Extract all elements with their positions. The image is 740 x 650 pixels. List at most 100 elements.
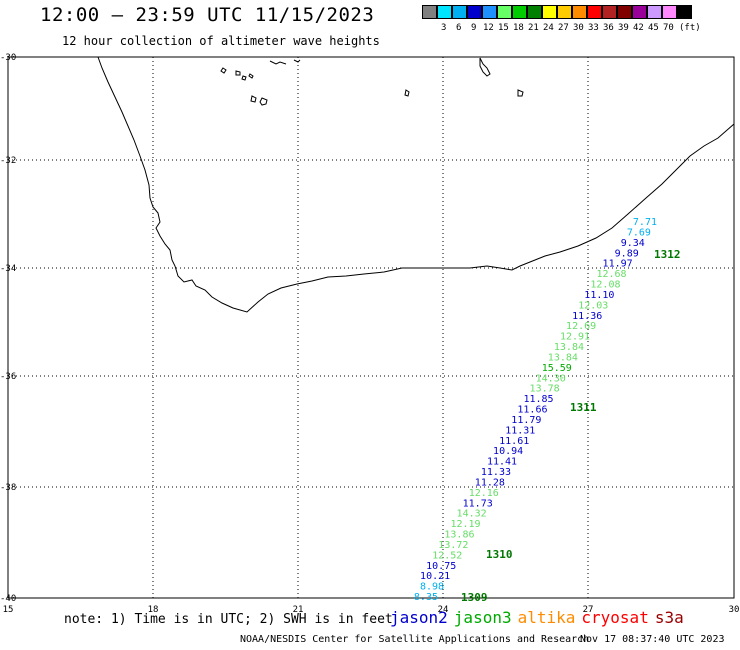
wave-height-reading: 11.41 [487, 457, 517, 468]
longitude-label: 15 [3, 605, 14, 615]
legend-swatch [467, 5, 482, 19]
legend-swatch [497, 5, 512, 19]
wave-height-reading: 8.98 [420, 582, 444, 593]
legend-tick-label: 45 [648, 23, 659, 33]
wave-height-reading: 15.59 [542, 363, 572, 374]
wave-height-reading: 7.69 [627, 227, 651, 238]
satellite-name-jason3: jason3 [453, 608, 512, 627]
wave-height-reading: 13.86 [444, 530, 474, 541]
latitude-label: -36 [0, 372, 16, 382]
legend-swatch [437, 5, 452, 19]
wave-height-reading: 12.03 [578, 300, 608, 311]
wave-height-reading: 9.34 [621, 238, 645, 249]
wave-height-reading: 11.79 [511, 415, 541, 426]
satellite-legend: jason2 jason3 altika cryosat s3a [390, 608, 690, 627]
wave-height-reading: 12.91 [560, 332, 590, 343]
wave-height-reading: 11.31 [505, 425, 535, 436]
pass-number-label: 1309 [461, 591, 488, 604]
pass-labels: 1312 1311 1310 1309 [461, 248, 681, 604]
wave-height-reading: 10.94 [493, 446, 523, 457]
satellite-name-s3a: s3a [654, 608, 684, 627]
legend-swatches [422, 5, 692, 19]
latitude-label: -32 [0, 156, 16, 166]
wave-height-reading: 12.69 [566, 321, 596, 332]
latitude-label: -40 [0, 594, 16, 604]
wave-height-reading: 11.97 [603, 259, 633, 270]
map-frame [7, 56, 735, 599]
legend-tick-label: 3 [441, 23, 447, 33]
legend-tick-label: 12 [483, 23, 494, 33]
wave-height-reading: 12.52 [432, 550, 462, 561]
pass-number-label: 1312 [654, 248, 681, 261]
wave-height-reading: 12.16 [469, 488, 499, 499]
legend-swatch [542, 5, 557, 19]
wave-height-reading: 13.72 [438, 540, 468, 551]
latitude-label: -34 [0, 264, 16, 274]
legend-swatch [452, 5, 467, 19]
wave-height-reading: 11.61 [499, 436, 529, 447]
satellite-name-jason2: jason2 [390, 608, 448, 627]
latitude-label: -38 [0, 483, 16, 493]
legend-swatch [617, 5, 632, 19]
pass-number-label: 1311 [570, 401, 597, 414]
legend-unit: (ft) [679, 23, 701, 33]
wave-height-reading: 11.66 [517, 405, 547, 416]
credit-line: NOAA/NESDIS Center for Satellite Applica… [240, 634, 590, 645]
legend-tick-label: 18 [513, 23, 524, 33]
wave-height-reading: 11.73 [463, 498, 493, 509]
legend-swatch [632, 5, 647, 19]
wave-height-reading: 12.68 [596, 269, 626, 280]
longitude-label: 18 [148, 605, 159, 615]
coastline [97, 56, 735, 313]
map-title: 12:00 – 23:59 UTC 11/15/2023 [40, 4, 375, 26]
legend-tick-label: 39 [618, 23, 629, 33]
wave-height-reading: 7.71 [633, 217, 657, 228]
legend-swatch [482, 5, 497, 19]
legend-tick-label: 70 [663, 23, 674, 33]
legend-tick-label: 24 [543, 23, 554, 33]
graticule [8, 57, 734, 598]
wave-height-reading: 14.32 [457, 509, 487, 520]
legend-tick-label: 30 [573, 23, 584, 33]
wave-height-reading: 11.10 [584, 290, 614, 301]
longitude-label: 24 [438, 605, 449, 615]
legend-swatch [677, 5, 692, 19]
map-subtitle: 12 hour collection of altimeter wave hei… [62, 34, 380, 48]
wave-height-reading: 11.85 [523, 394, 553, 405]
satellite-name-cryosat: cryosat [581, 608, 649, 627]
wave-height-reading: 11.36 [572, 311, 602, 322]
generated-timestamp: Nov 17 08:37:40 UTC 2023 [580, 634, 725, 645]
wave-height-reading: 12.19 [450, 519, 480, 530]
wave-height-reading: 13.84 [548, 352, 578, 363]
legend-tick-label: 36 [603, 23, 614, 33]
longitude-labels: 15 18 21 24 27 30 [3, 605, 740, 615]
legend-swatch [527, 5, 542, 19]
wave-height-reading: 13.78 [530, 384, 560, 395]
islands [220, 57, 524, 106]
legend-swatch [422, 5, 437, 19]
units-note: note: 1) Time is in UTC; 2) SWH is in fe… [64, 612, 393, 627]
longitude-label: 27 [583, 605, 594, 615]
legend-tick-label: 42 [633, 23, 644, 33]
longitude-label: 30 [729, 605, 740, 615]
wave-height-reading: 10.75 [426, 561, 456, 572]
pass-number-label: 1310 [486, 548, 513, 561]
legend-swatch [557, 5, 572, 19]
satellite-name-altika: altika [517, 608, 576, 627]
legend-tick-label: 21 [528, 23, 539, 33]
legend-swatch [572, 5, 587, 19]
longitude-label: 21 [293, 605, 304, 615]
legend-tick-label: 6 [456, 23, 462, 33]
wave-height-reading: 10.21 [420, 571, 450, 582]
legend-tick-label: 27 [558, 23, 569, 33]
legend-tick-label: 9 [471, 23, 477, 33]
color-legend: 3 6 9 12 15 18 21 24 27 30 33 36 39 42 45 70 (ft) [422, 5, 701, 33]
wave-height-reading: 9.89 [615, 248, 639, 259]
wave-readings: 7.717.699.349.8911.9712.6812.0811.1012.0… [414, 217, 657, 603]
wave-height-reading: 8.35 [414, 592, 438, 603]
legend-swatch [587, 5, 602, 19]
legend-tick-label: 15 [498, 23, 509, 33]
latitude-labels: -30 -32 -34 -36 -38 -40 [0, 53, 16, 604]
wave-height-reading: 12.08 [590, 280, 620, 291]
wave-height-reading: 14.30 [536, 373, 566, 384]
